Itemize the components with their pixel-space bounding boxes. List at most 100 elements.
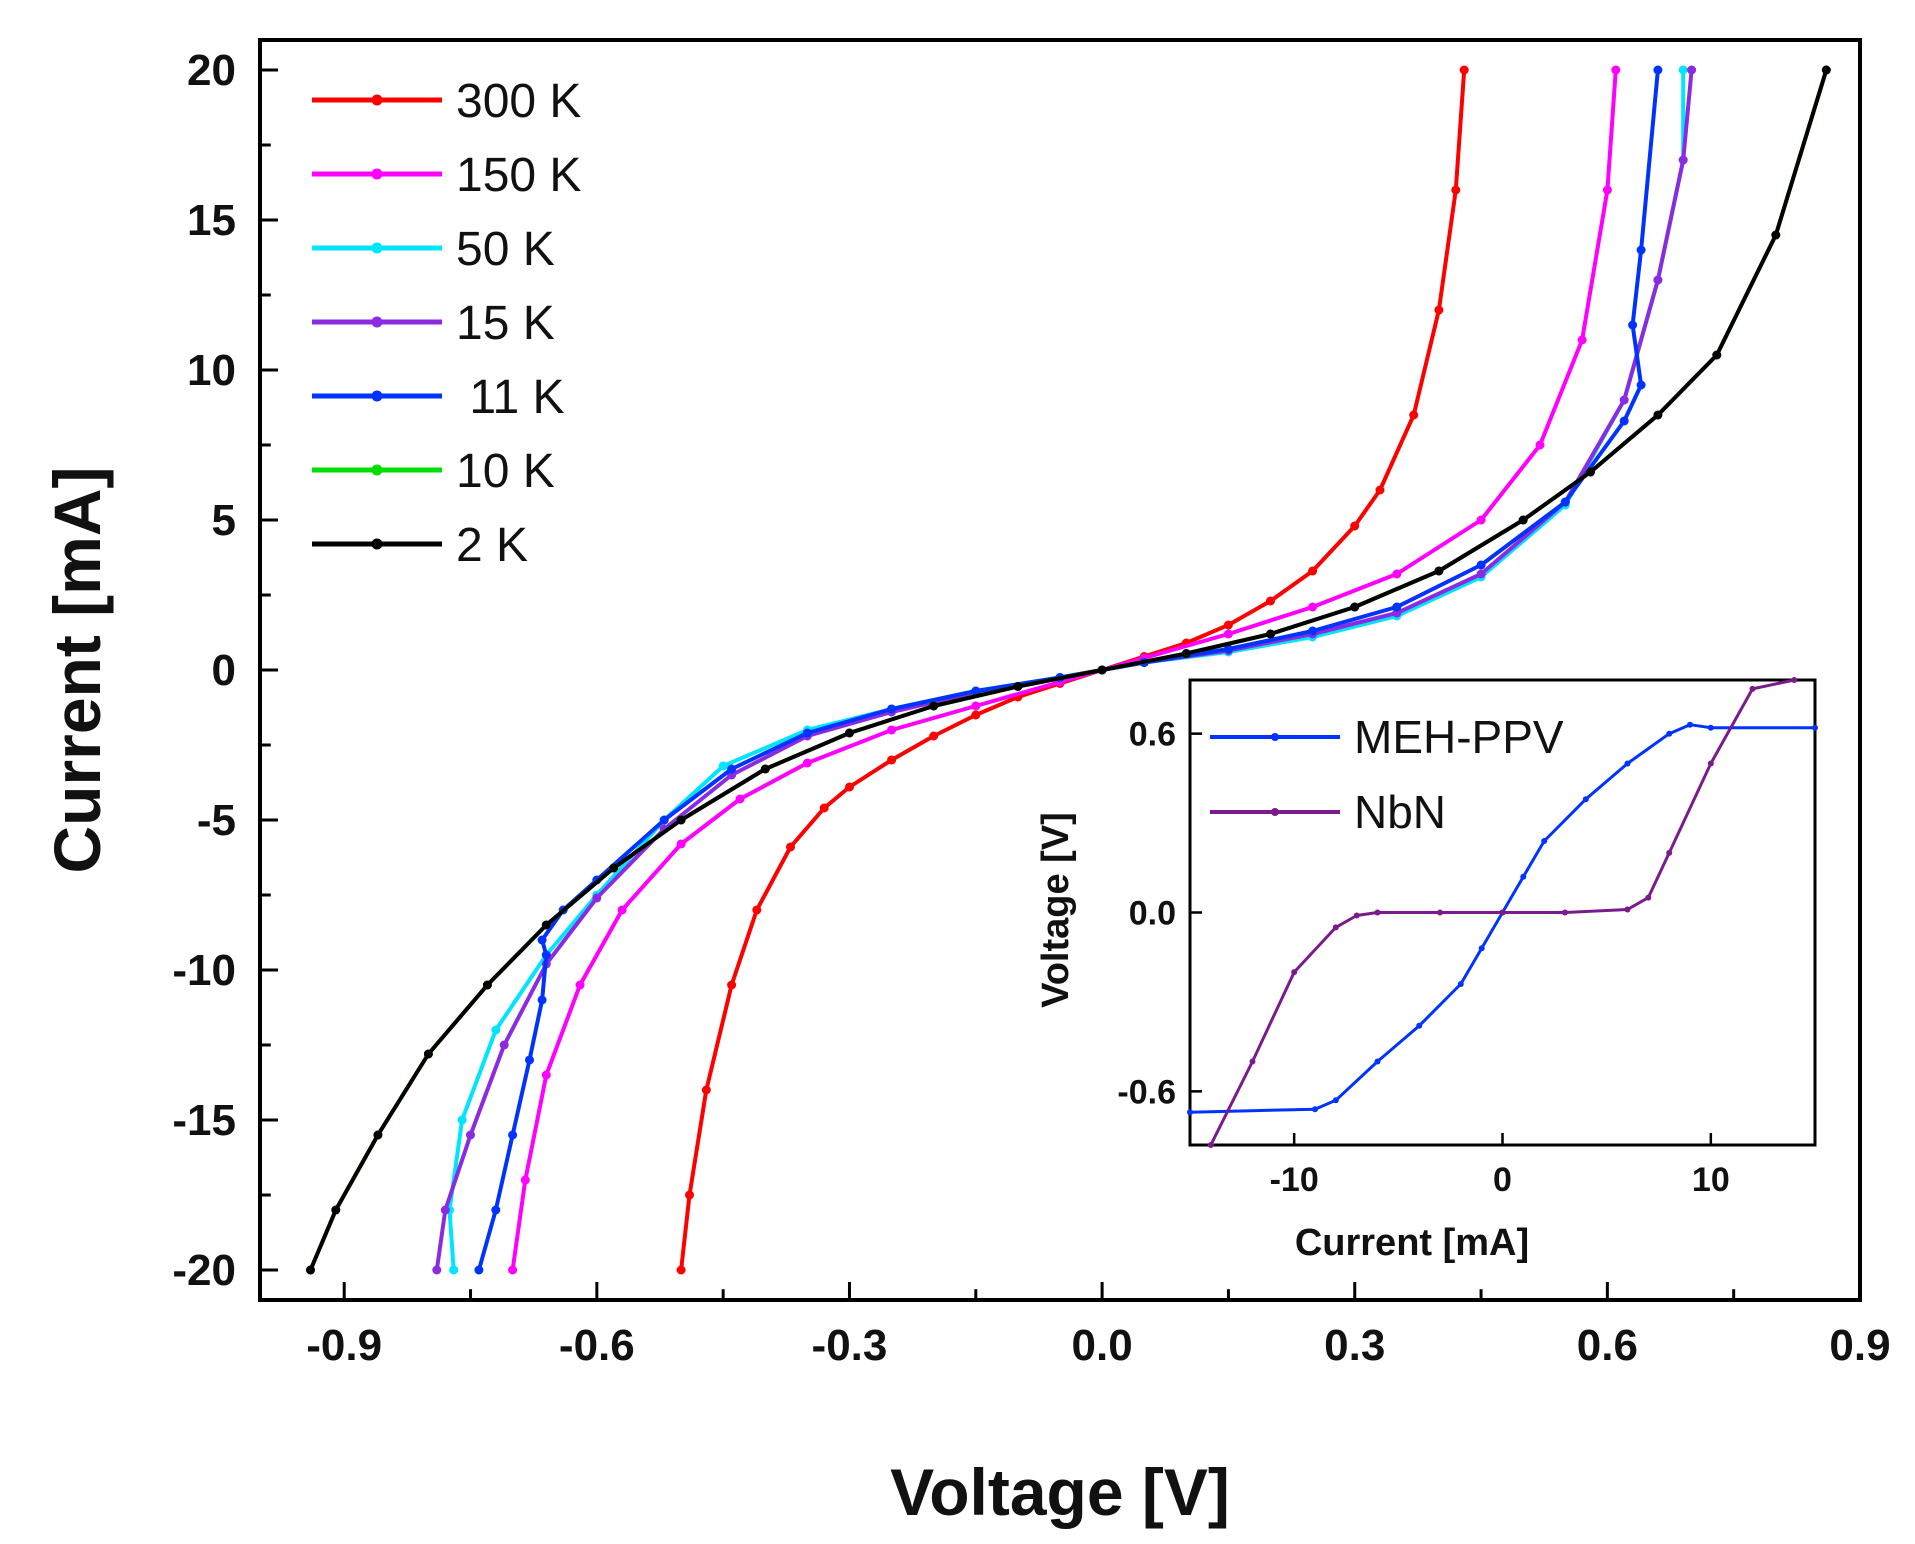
main-data-point [1628, 320, 1638, 330]
main-legend-label: 11 K [456, 371, 565, 424]
main-data-point [541, 1070, 551, 1080]
main-data-point [508, 1265, 518, 1275]
main-data-point [1636, 380, 1646, 390]
main-data-point [457, 1115, 467, 1125]
main-axis-ticks: -0.9 -0.6 -0.3 0.0 0.3 0.6 0.9 -20 -15 -10 -5 0 5 10 1… [172, 46, 1890, 1370]
main-data-point [1181, 649, 1191, 658]
main-data-point [971, 710, 981, 720]
inset-data-point [1645, 894, 1652, 901]
main-data-point [541, 920, 551, 930]
main-x-axis-title: Voltage [V] [890, 1455, 1230, 1529]
main-data-point [1459, 65, 1469, 75]
inset-data-point [1791, 677, 1798, 683]
main-legend-marker [371, 94, 383, 106]
main-data-point [1586, 467, 1595, 477]
inset-data-point [1249, 1058, 1256, 1065]
inset-data-point [1687, 721, 1693, 728]
main-data-point [845, 728, 854, 738]
main-legend-label: 10 K [456, 445, 555, 498]
inset-data-point [1332, 924, 1339, 931]
inset-legend: MEH-PPV NbN [1210, 711, 1564, 838]
inset-x-tick-label: 0 [1493, 1161, 1512, 1199]
main-data-point [1308, 602, 1318, 612]
main-x-tick-label: 0.0 [1072, 1321, 1133, 1370]
main-data-point [331, 1205, 341, 1215]
main-legend-marker [371, 168, 383, 180]
inset-data-point [1562, 909, 1568, 916]
main-data-point [1434, 566, 1444, 576]
main-legend-label: 2 K [456, 519, 528, 572]
main-data-point [802, 728, 812, 738]
main-data-point [1223, 644, 1233, 654]
main-data-point [819, 803, 829, 813]
main-data-point [520, 1175, 530, 1185]
inset-legend-entry: NbN [1210, 786, 1446, 838]
main-legend-marker [371, 538, 383, 550]
inset-data-point [1749, 685, 1756, 692]
inset-legend-label: MEH-PPV [1354, 711, 1564, 763]
main-data-point [1476, 515, 1486, 525]
inset-data-point [1353, 912, 1360, 919]
inset-data-point [1666, 849, 1673, 856]
inset-y-axis-title: Voltage [V] [1035, 812, 1077, 1008]
inset-data-point [1478, 945, 1485, 952]
inset-data-point [1416, 1022, 1423, 1029]
main-y-axis-title: Current [mA] [40, 467, 114, 874]
inset-series-line [1189, 723, 1815, 1114]
main-data-point [845, 782, 854, 792]
main-data-point [491, 1205, 501, 1215]
main-data-point [482, 980, 492, 990]
main-data-point [1476, 560, 1486, 570]
main-y-tick-label: 0 [212, 646, 236, 695]
main-data-point [466, 1130, 475, 1140]
main-data-point [701, 1085, 711, 1095]
main-data-point [491, 1025, 501, 1035]
main-y-tick-label: 5 [212, 496, 236, 545]
main-data-point [1308, 566, 1318, 576]
main-data-point [659, 815, 669, 825]
main-y-tick-label: -20 [172, 1246, 236, 1295]
main-data-point [1678, 155, 1688, 165]
main-data-point [752, 905, 762, 915]
main-data-point [609, 863, 619, 873]
main-data-point [1350, 521, 1360, 531]
inset-data-point [1707, 724, 1714, 731]
main-data-point [1602, 185, 1612, 195]
main-data-point [499, 1040, 509, 1050]
main-series-group [306, 65, 1831, 1275]
main-data-point [727, 980, 737, 990]
main-data-point [802, 758, 812, 768]
main-data-point [1266, 596, 1275, 606]
main-data-point [887, 755, 897, 765]
inset-data-point [1541, 838, 1548, 844]
inset-data-point [1187, 1109, 1193, 1116]
main-series-6 [306, 65, 1831, 1275]
main-data-point [1266, 629, 1275, 639]
main-data-point [1636, 245, 1646, 255]
main-x-tick-label: 0.9 [1829, 1321, 1890, 1370]
main-legend-marker [371, 242, 383, 254]
inset-x-tick-label: -10 [1270, 1161, 1319, 1199]
main-data-point [760, 764, 770, 774]
main-data-point [1653, 275, 1663, 285]
main-data-point [1619, 395, 1629, 405]
main-data-point [474, 1265, 484, 1275]
inset-data-point [1291, 969, 1298, 976]
main-data-point [617, 905, 627, 915]
main-legend-entry: 2 K [312, 519, 528, 572]
inset-y-tick-label: 0.0 [1129, 895, 1176, 933]
inset-data-point [1520, 873, 1527, 880]
main-data-point [1223, 620, 1233, 630]
main-data-point [929, 731, 939, 741]
main-data-point [786, 842, 795, 852]
main-data-point [1223, 629, 1233, 639]
inset-y-tick-label: -0.6 [1117, 1073, 1176, 1111]
inset-data-point [1624, 906, 1631, 913]
main-data-point [676, 1265, 686, 1275]
inset-data-point [1582, 796, 1589, 803]
main-data-point [727, 764, 737, 774]
main-data-point [1619, 416, 1629, 426]
main-data-point [1687, 65, 1697, 75]
main-data-point [676, 815, 686, 825]
